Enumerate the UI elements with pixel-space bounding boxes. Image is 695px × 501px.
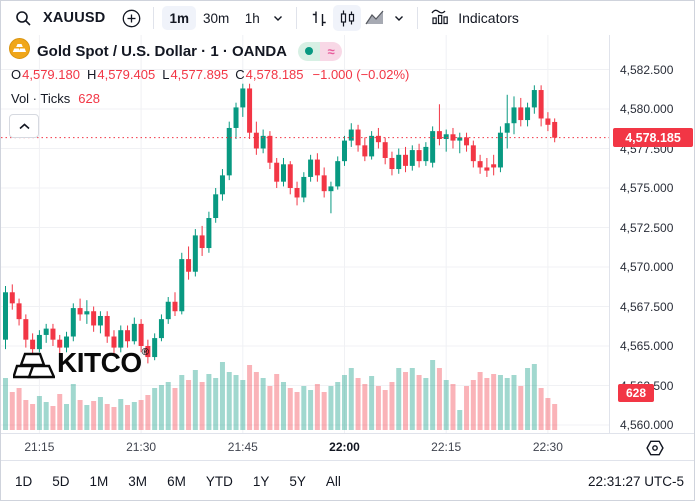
toolbar-separator: [417, 7, 419, 29]
gold-coin-icon: [9, 38, 30, 64]
interval-button-1m[interactable]: 1m: [162, 6, 196, 30]
realtime-status-badge[interactable]: [298, 41, 321, 61]
range-button-5y[interactable]: 5Y: [279, 474, 316, 489]
range-button-1m[interactable]: 1M: [80, 474, 119, 489]
range-button-5d[interactable]: 5D: [42, 474, 79, 489]
ohlc-close: C4,578.185: [235, 67, 304, 82]
volume-badge: 628: [618, 384, 654, 402]
session-clock[interactable]: 22:31:27 UTC-5: [587, 474, 684, 489]
top-toolbar: XAUUSD 1m 30m 1h Indicators: [1, 1, 694, 35]
indicators-icon: [430, 7, 451, 29]
price-tick-label: 4,575.000: [620, 181, 674, 195]
chart-style-area-icon[interactable]: [361, 5, 389, 31]
chart-style-bars-icon[interactable]: [305, 5, 333, 31]
indicators-label: Indicators: [458, 10, 519, 26]
ohlc-row: O4,579.180 H4,579.405 L4,577.895 C4,578.…: [11, 67, 409, 82]
chart-canvas[interactable]: [1, 35, 609, 433]
price-tick-label: 4,565.000: [620, 339, 674, 353]
price-change: −1.000 (−0.02%): [312, 67, 410, 82]
volume-row: Vol · Ticks 628: [11, 91, 100, 106]
volume-label[interactable]: Vol · Ticks: [11, 91, 71, 106]
last-price-tag: 4,578.185: [613, 128, 693, 148]
chart-area[interactable]: Gold Spot / U.S. Dollar · 1 · OANDA ≈ O4…: [1, 35, 609, 433]
chart-style-candles-icon[interactable]: [333, 5, 362, 31]
compare-add-button[interactable]: [117, 5, 145, 31]
range-button-3m[interactable]: 3M: [118, 474, 157, 489]
chart-style-dropdown-chevron-icon[interactable]: [389, 5, 409, 31]
range-button-ytd[interactable]: YTD: [196, 474, 243, 489]
time-tick-label: 21:15: [24, 440, 55, 454]
interval-button-1h[interactable]: 1h: [236, 6, 268, 30]
ohlc-high: H4,579.405: [86, 67, 156, 82]
price-tick-label: 4,567.500: [620, 299, 674, 314]
time-axis[interactable]: 21:15 21:30 21:45 22:00 22:15 22:30: [1, 433, 694, 460]
range-button-6m[interactable]: 6M: [157, 474, 196, 489]
symbol-legend[interactable]: Gold Spot / U.S. Dollar · 1 · OANDA ≈: [9, 38, 343, 64]
market-status-capsule[interactable]: ≈: [298, 41, 343, 61]
bottom-toolbar: 1D 5D 1M 3M 6M YTD 1Y 5Y All 22:31:27 UT…: [1, 460, 694, 500]
kitco-watermark: KITCO ®: [11, 347, 149, 385]
range-button-1d[interactable]: 1D: [13, 474, 42, 489]
price-tick-label: 4,572.500: [620, 220, 674, 235]
ohlc-low: L4,577.895: [162, 67, 229, 82]
range-button-1y[interactable]: 1Y: [243, 474, 280, 489]
time-tick-label: 22:30: [532, 440, 563, 454]
chevron-up-icon: [18, 122, 30, 129]
volume-value: 628: [78, 91, 100, 106]
registered-mark: ®: [141, 347, 149, 358]
indicators-button[interactable]: Indicators: [426, 7, 523, 29]
price-tick-label: 4,570.000: [620, 260, 674, 274]
interval-button-30m[interactable]: 30m: [196, 6, 236, 30]
time-axis-settings-icon[interactable]: [644, 437, 666, 459]
kitco-logo-text: KITCO: [57, 347, 142, 378]
interval-dropdown-chevron-icon[interactable]: [268, 5, 288, 31]
ohlc-open: O4,579.180: [11, 67, 80, 82]
time-tick-label: 22:15: [431, 440, 462, 454]
realtime-dot-icon: [305, 47, 314, 55]
legend-collapse-button[interactable]: [9, 114, 39, 138]
range-button-all[interactable]: All: [316, 474, 351, 489]
delayed-data-badge[interactable]: ≈: [320, 41, 343, 61]
price-tick-label: 4,560.000: [620, 418, 674, 432]
time-tick-label: 21:30: [126, 440, 157, 454]
symbol-button[interactable]: XAUUSD: [43, 10, 106, 26]
price-tick-label: 4,580.000: [620, 102, 674, 116]
time-tick-label: 22:00: [329, 440, 360, 454]
toolbar-separator: [153, 7, 155, 29]
approx-icon: ≈: [327, 43, 335, 59]
kitco-gold-bars-icon: [11, 349, 56, 385]
time-tick-label: 21:45: [227, 440, 258, 454]
price-axis[interactable]: 4,578.185 628 4,582.500 4,580.000 4,577.50…: [609, 35, 694, 433]
toolbar-separator: [296, 7, 298, 29]
price-tick-label: 4,582.500: [620, 62, 674, 77]
symbol-title[interactable]: Gold Spot / U.S. Dollar · 1 · OANDA: [37, 42, 288, 60]
search-icon[interactable]: [9, 5, 37, 31]
